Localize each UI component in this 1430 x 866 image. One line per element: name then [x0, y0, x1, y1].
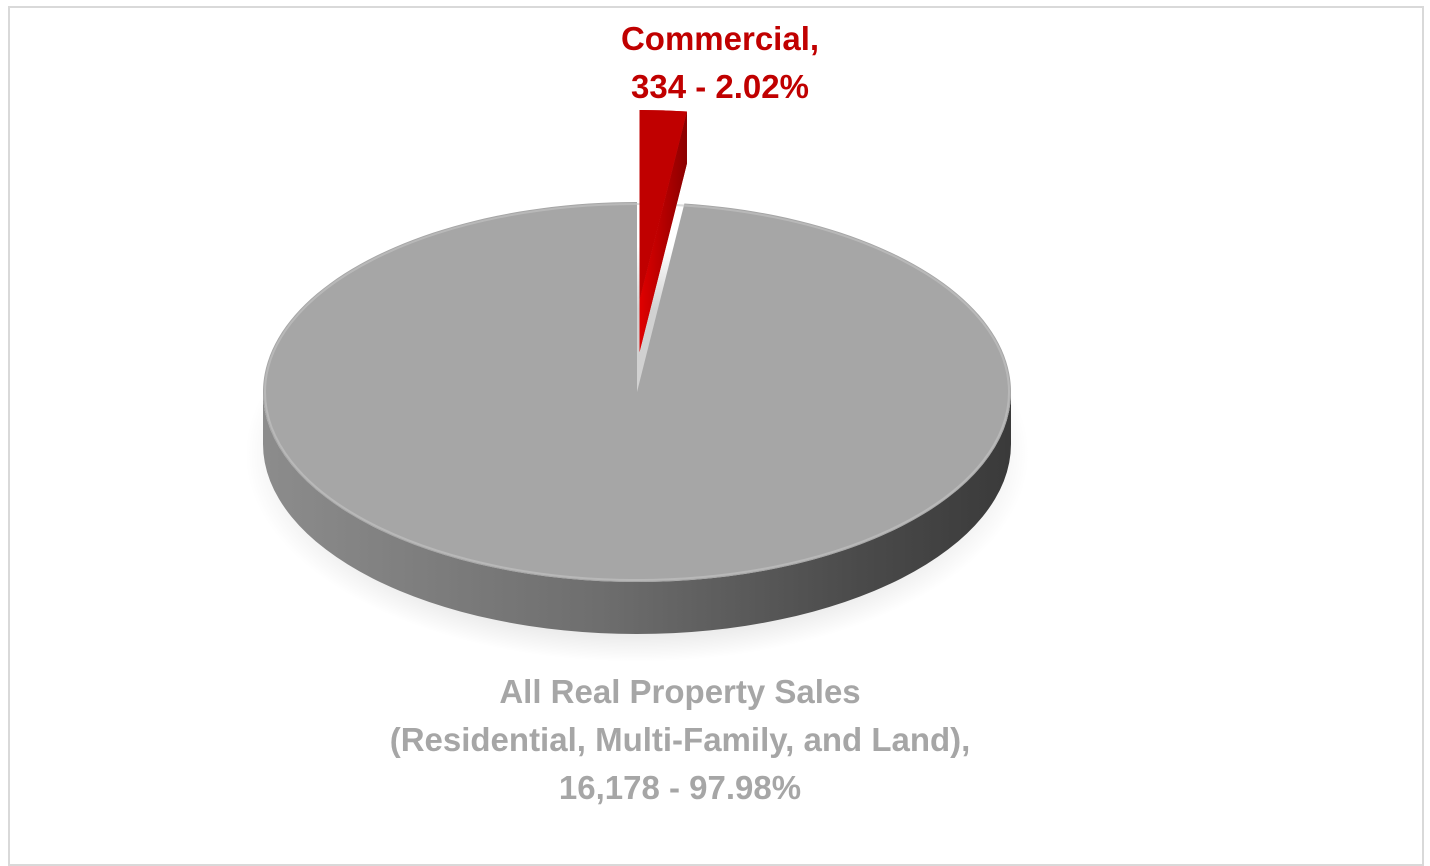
slice-label-commercial-line2: 334 - 2.02% — [631, 68, 809, 105]
pie-slice-all — [262, 202, 1011, 583]
pie-side-wall — [263, 392, 1011, 634]
slice-label-commercial: Commercial, 334 - 2.02% — [560, 15, 880, 111]
pie-slice-commercial-top — [639, 110, 687, 300]
slice-label-all-line1: All Real Property Sales — [499, 673, 861, 710]
pie-rim-highlight — [264, 203, 1010, 581]
slice-label-all-line3: 16,178 - 97.98% — [558, 769, 802, 806]
pie-slice-commercial-side-top — [639, 111, 687, 352]
slice-label-commercial-line1: Commercial, — [620, 20, 820, 57]
slice-label-all-real-property: All Real Property Sales (Residential, Mu… — [330, 668, 1030, 812]
slice-label-all-line2: (Residential, Multi-Family, and Land), — [389, 721, 971, 758]
